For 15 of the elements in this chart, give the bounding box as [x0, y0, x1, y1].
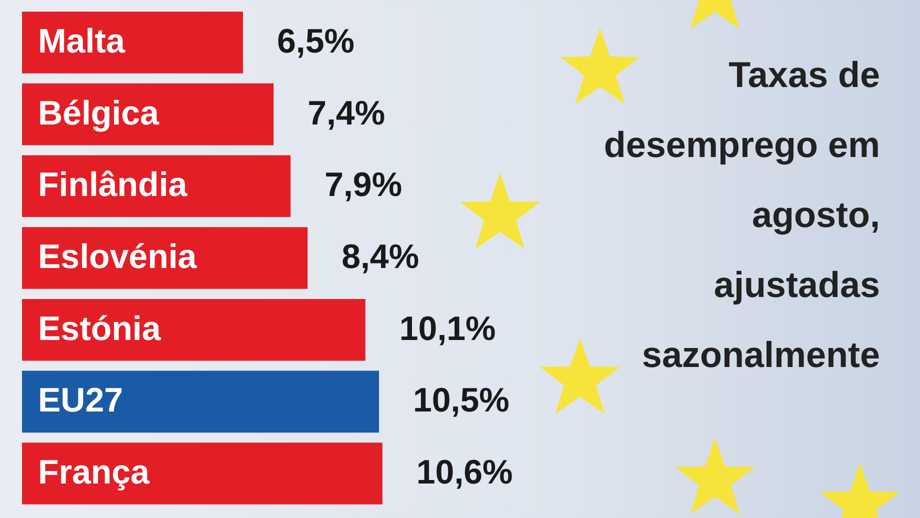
data-label: 10,1%: [399, 310, 496, 348]
y-tick-label: França: [38, 454, 151, 492]
data-label: 7,9%: [324, 166, 402, 204]
y-tick-label: Bélgica: [38, 94, 160, 132]
data-label: 10,6%: [416, 454, 513, 492]
data-label: 7,4%: [308, 94, 386, 132]
y-tick-label: Malta: [38, 22, 126, 60]
y-tick-label: Finlândia: [38, 166, 188, 204]
y-tick-label: EU27: [38, 382, 124, 420]
y-tick-label: Eslovénia: [38, 238, 198, 276]
data-label: 8,4%: [342, 238, 420, 276]
y-tick-label: Estónia: [38, 310, 162, 348]
text: Taxas de desemprego em agosto, ajustadas sazonalmente: [602, 53, 880, 377]
data-label: 6,5%: [276, 22, 354, 60]
data-label: 10,5%: [412, 382, 510, 420]
